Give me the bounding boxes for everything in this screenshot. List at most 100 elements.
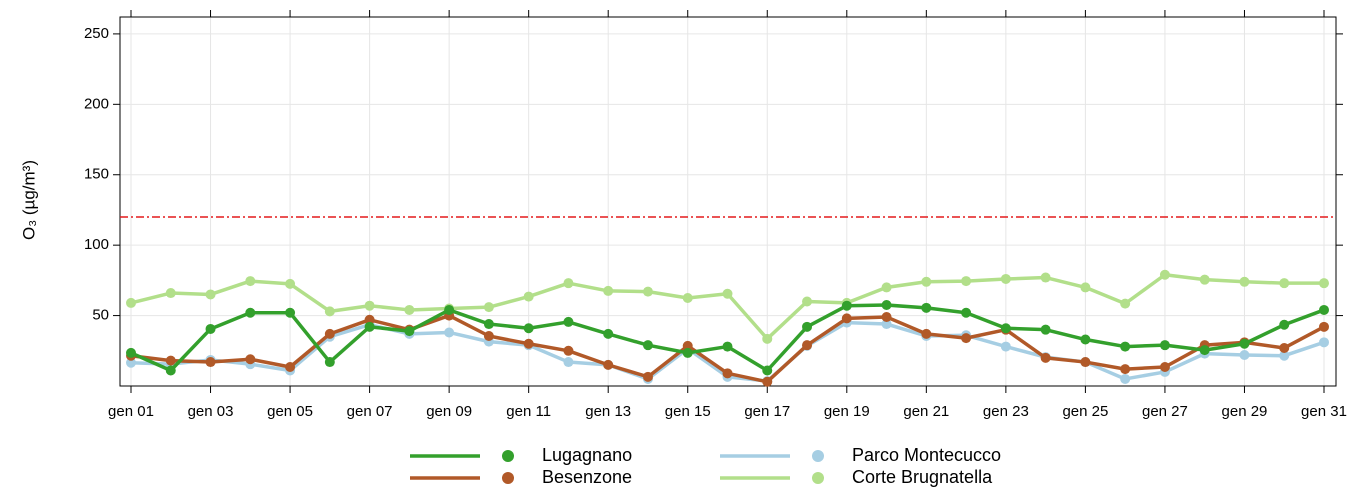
x-tick-label: gen 27 — [1142, 403, 1188, 420]
data-point — [364, 300, 375, 311]
data-point — [523, 291, 534, 302]
data-point — [1120, 341, 1131, 352]
y-tick-label: 250 — [84, 25, 109, 42]
x-tick-label: gen 23 — [983, 403, 1029, 420]
data-point — [722, 288, 733, 299]
x-tick-label: gen 21 — [903, 403, 949, 420]
data-point — [523, 338, 534, 349]
legend-marker — [812, 450, 824, 462]
data-point — [1319, 321, 1329, 332]
data-point — [245, 307, 256, 318]
data-point — [483, 319, 494, 330]
x-tick-label: gen 19 — [824, 403, 870, 420]
data-point — [324, 306, 335, 317]
data-point — [1199, 274, 1210, 285]
data-point — [1319, 337, 1329, 348]
data-point — [802, 321, 813, 332]
legend-label: Lugagnano — [542, 445, 632, 465]
data-point — [1000, 273, 1011, 284]
data-point — [1120, 373, 1131, 384]
data-point — [165, 365, 176, 376]
x-tick-label: gen 15 — [665, 403, 711, 420]
data-point — [324, 328, 335, 339]
data-point — [682, 340, 693, 351]
legend-label: Parco Montecucco — [852, 445, 1001, 465]
data-point — [762, 333, 773, 344]
data-point — [1279, 350, 1290, 361]
data-point — [961, 276, 972, 287]
data-point — [921, 302, 932, 313]
x-tick-label: gen 31 — [1301, 403, 1347, 420]
y-tick-label: 100 — [84, 236, 109, 253]
data-point — [1080, 357, 1091, 368]
data-point — [1279, 342, 1290, 353]
data-point — [285, 278, 296, 289]
data-point — [722, 368, 733, 379]
data-point — [563, 278, 574, 289]
legend-label: Besenzone — [542, 467, 632, 487]
data-point — [802, 340, 813, 351]
data-point — [126, 357, 136, 368]
data-point — [205, 289, 216, 300]
data-point — [126, 347, 136, 358]
data-point — [1279, 319, 1290, 330]
data-point — [1279, 278, 1290, 289]
legend-marker — [502, 450, 514, 462]
data-point — [404, 304, 415, 315]
data-point — [563, 357, 574, 368]
data-point — [603, 359, 614, 370]
x-tick-label: gen 09 — [426, 403, 472, 420]
data-point — [444, 304, 455, 315]
data-point — [802, 296, 813, 307]
data-point — [1319, 278, 1329, 289]
data-point — [722, 341, 733, 352]
legend-marker — [812, 472, 824, 484]
x-tick-label: gen 03 — [188, 403, 234, 420]
data-point — [523, 323, 534, 334]
data-point — [881, 319, 892, 330]
y-tick-label: 200 — [84, 95, 109, 112]
data-point — [563, 345, 574, 356]
data-point — [1080, 334, 1091, 345]
data-point — [642, 340, 653, 351]
data-point — [324, 357, 335, 368]
x-tick-label: gen 11 — [506, 403, 551, 420]
data-point — [285, 307, 296, 318]
data-point — [841, 313, 852, 324]
data-point — [921, 328, 932, 339]
x-tick-label: gen 05 — [267, 403, 313, 420]
data-point — [285, 361, 296, 372]
data-point — [444, 327, 455, 338]
x-tick-label: gen 17 — [744, 403, 790, 420]
data-point — [205, 357, 216, 368]
data-point — [1239, 350, 1250, 361]
data-point — [563, 316, 574, 327]
data-point — [682, 347, 693, 358]
data-point — [1159, 269, 1170, 280]
data-point — [126, 297, 136, 308]
data-point — [1239, 338, 1250, 349]
legend-label: Corte Brugnatella — [852, 467, 993, 487]
data-point — [1319, 304, 1329, 315]
data-point — [762, 365, 773, 376]
data-point — [961, 333, 972, 344]
data-point — [1159, 361, 1170, 372]
data-point — [881, 311, 892, 322]
data-point — [881, 300, 892, 311]
data-point — [1120, 298, 1131, 309]
y-tick-label: 150 — [84, 166, 109, 183]
data-point — [1239, 276, 1250, 287]
data-point — [1040, 352, 1051, 363]
x-tick-label: gen 25 — [1062, 403, 1108, 420]
data-point — [165, 288, 176, 299]
series-line — [130, 303, 1325, 373]
data-point — [364, 314, 375, 325]
data-point — [245, 276, 256, 287]
data-point — [1000, 341, 1011, 352]
data-point — [483, 302, 494, 313]
data-point — [921, 276, 932, 287]
data-point — [1120, 364, 1131, 375]
data-point — [841, 300, 852, 311]
data-point — [205, 323, 216, 334]
